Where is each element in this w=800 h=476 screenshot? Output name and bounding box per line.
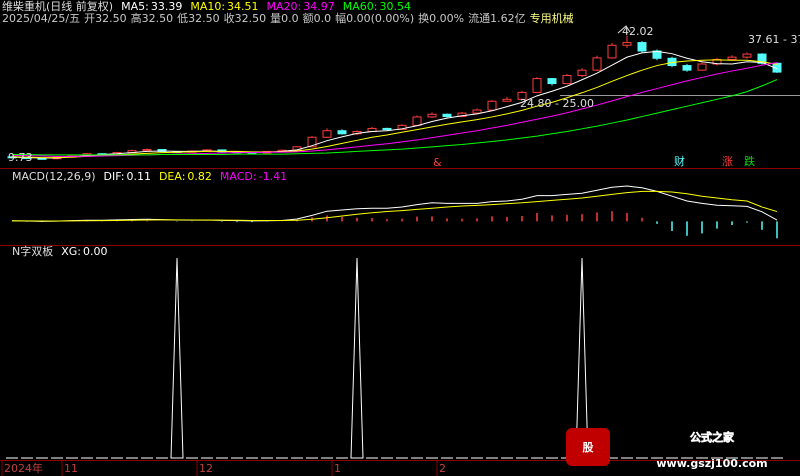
legend-name: MACD: [220, 170, 257, 183]
candle-body [757, 53, 767, 64]
event-marker: 财 [674, 154, 685, 168]
info-text: 开32.50 [84, 12, 127, 25]
watermark-name: 公式之家 [690, 430, 735, 444]
event-marker: & [433, 156, 442, 169]
price-annotation: 9.73 [8, 151, 33, 164]
legend-value: 34.97 [303, 0, 335, 13]
info-text: 额0.0 [303, 12, 332, 25]
price-annotation: 24.80 - 25.00 [520, 97, 594, 110]
ma-line [12, 79, 778, 156]
legend-value: 0.11 [126, 170, 151, 183]
info-text: 流通1.62亿 [468, 11, 526, 25]
legend-name: DEA: [159, 170, 185, 183]
signal-spike [350, 257, 364, 459]
candle-body [592, 57, 602, 71]
legend-value: 0.00 [83, 245, 108, 258]
legend-name: MA5: [121, 0, 149, 13]
candle-body [307, 136, 317, 148]
legend-name: MA60: [343, 0, 378, 13]
candle-body [322, 130, 332, 138]
info-text: 幅0.00(0.00%) [335, 12, 414, 25]
candle-body [142, 149, 152, 152]
info-text: 专用机械 [530, 11, 574, 25]
macd-line [11, 185, 778, 222]
annotation-leader [617, 25, 631, 34]
info-text: 低32.50 [177, 12, 220, 25]
candle-body [442, 113, 452, 118]
event-marker: 跌 [744, 154, 755, 168]
ma-line [11, 62, 778, 157]
candle-body [532, 78, 542, 93]
watermark-badge-text: 股 [583, 441, 595, 454]
legend-value: -1.41 [259, 170, 287, 183]
info-text: 高32.50 [131, 11, 174, 25]
candle-body [682, 65, 692, 71]
watermark-badge [566, 428, 610, 466]
candle-body [727, 56, 737, 60]
panel-title: N字双板 [12, 244, 53, 258]
legend-name: DIF: [104, 170, 125, 183]
x-tick-label: 12 [199, 462, 213, 475]
candle-body [547, 78, 557, 85]
x-tick-label: 11 [64, 462, 78, 475]
candle-body [397, 124, 407, 131]
legend-name: MA20: [267, 0, 302, 13]
candle-body [502, 98, 512, 102]
candle-body [37, 157, 47, 160]
legend-value: 34.51 [227, 0, 259, 13]
panel-title: MACD(12,26,9) [12, 170, 96, 183]
candle-body [637, 42, 647, 52]
info-text: 量0.0 [270, 12, 299, 25]
candle-body [562, 75, 572, 85]
candle-body [772, 62, 782, 73]
candle-body [607, 44, 617, 59]
info-text: 换0.00% [418, 11, 464, 25]
ma-line [11, 50, 778, 159]
chart-title: 维柴重机(日线 前复权) [2, 0, 113, 13]
legend-name: XG: [61, 245, 81, 258]
info-text: 收32.50 [224, 11, 267, 25]
candle-body [382, 127, 392, 131]
x-tick-label: 2024年 [4, 461, 43, 475]
watermark-url: www.gszj100.com [656, 457, 767, 470]
candle-body [697, 63, 707, 71]
price-annotation: 37.61 - 37.3 [748, 33, 800, 46]
info-text: 2025/04/25/五 [2, 12, 80, 25]
legend-value: 0.82 [187, 170, 212, 183]
candle-body [337, 130, 347, 135]
macd-line [12, 190, 778, 222]
candle-body [742, 53, 752, 58]
candle-body [487, 100, 497, 111]
x-tick-label: 2 [439, 462, 446, 475]
legend-value: 30.54 [379, 0, 411, 13]
candle-body [472, 109, 482, 114]
legend-value: 33.39 [151, 0, 183, 13]
candle-body [577, 69, 587, 77]
ma-line [11, 59, 778, 159]
price-annotation: 42.02 [622, 25, 654, 38]
candle-body [412, 116, 422, 126]
event-marker: 涨 [722, 155, 733, 168]
candle-body [427, 113, 437, 118]
candle-body [517, 91, 527, 100]
signal-spike [170, 257, 184, 459]
candle-body [622, 42, 632, 46]
x-tick-label: 1 [334, 462, 341, 475]
legend-name: MA10: [190, 0, 225, 13]
